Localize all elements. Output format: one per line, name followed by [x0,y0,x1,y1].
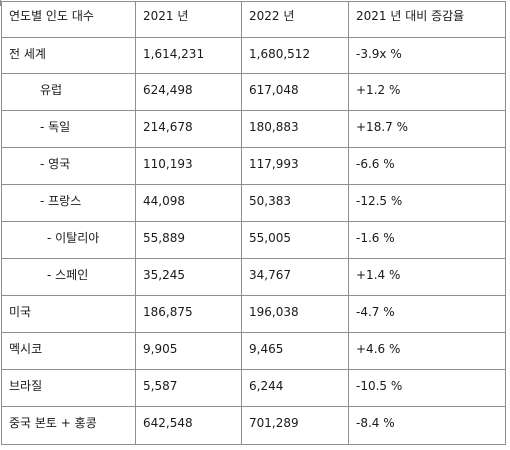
table-row: - 이탈리아 55,889 55,005 -1.6 % [1,221,506,259]
value-change: -1.6 % [348,221,506,259]
value-2022: 180,883 [241,110,349,148]
row-label: 유럽 [1,73,136,111]
header-cell-2021: 2021 년 [135,1,242,38]
row-label: 브라질 [1,369,136,407]
row-label: - 독일 [1,110,136,148]
value-2022: 1,680,512 [241,37,349,74]
row-label: - 이탈리아 [1,221,136,259]
value-2021: 55,889 [135,221,242,259]
table-row: 유럽 624,498 617,048 +1.2 % [1,73,506,111]
value-change: +18.7 % [348,110,506,148]
value-2022: 117,993 [241,147,349,185]
table-row: - 스페인 35,245 34,767 +1.4 % [1,258,506,296]
value-2021: 186,875 [135,295,242,333]
table-row: 브라질 5,587 6,244 -10.5 % [1,369,506,407]
row-label: - 프랑스 [1,184,136,222]
corner-tick [0,0,1,6]
value-2022: 9,465 [241,332,349,370]
value-2022: 50,383 [241,184,349,222]
value-change: -10.5 % [348,369,506,407]
table-row: - 독일 214,678 180,883 +18.7 % [1,110,506,148]
value-2022: 196,038 [241,295,349,333]
value-2021: 110,193 [135,147,242,185]
value-change: -8.4 % [348,406,506,445]
value-2022: 6,244 [241,369,349,407]
value-2022: 617,048 [241,73,349,111]
delivery-table: 연도별 인도 대수 2021 년 2022 년 2021 년 대비 증감율 전 … [1,1,506,445]
value-change: +1.4 % [348,258,506,296]
value-2022: 701,289 [241,406,349,445]
value-change: -4.7 % [348,295,506,333]
value-2021: 44,098 [135,184,242,222]
value-change: -3.9x % [348,37,506,74]
row-label: - 스페인 [1,258,136,296]
row-label: 미국 [1,295,136,333]
table-row: - 프랑스 44,098 50,383 -12.5 % [1,184,506,222]
value-2021: 5,587 [135,369,242,407]
row-label: 중국 본토 + 홍콩 [1,406,136,445]
header-cell-change: 2021 년 대비 증감율 [348,1,506,38]
value-2021: 9,905 [135,332,242,370]
row-label: - 영국 [1,147,136,185]
table-row: 미국 186,875 196,038 -4.7 % [1,295,506,333]
value-2022: 55,005 [241,221,349,259]
table-row: 멕시코 9,905 9,465 +4.6 % [1,332,506,370]
value-change: -12.5 % [348,184,506,222]
value-change: -6.6 % [348,147,506,185]
value-2021: 624,498 [135,73,242,111]
value-change: +1.2 % [348,73,506,111]
value-2022: 34,767 [241,258,349,296]
value-2021: 214,678 [135,110,242,148]
header-cell-category: 연도별 인도 대수 [1,1,136,38]
table-row: 전 세계 1,614,231 1,680,512 -3.9x % [1,37,506,74]
row-label: 멕시코 [1,332,136,370]
value-2021: 642,548 [135,406,242,445]
header-row: 연도별 인도 대수 2021 년 2022 년 2021 년 대비 증감율 [1,1,506,38]
value-2021: 35,245 [135,258,242,296]
table-row: 중국 본토 + 홍콩 642,548 701,289 -8.4 % [1,406,506,445]
value-2021: 1,614,231 [135,37,242,74]
row-label: 전 세계 [1,37,136,74]
table-row: - 영국 110,193 117,993 -6.6 % [1,147,506,185]
header-cell-2022: 2022 년 [241,1,349,38]
value-change: +4.6 % [348,332,506,370]
